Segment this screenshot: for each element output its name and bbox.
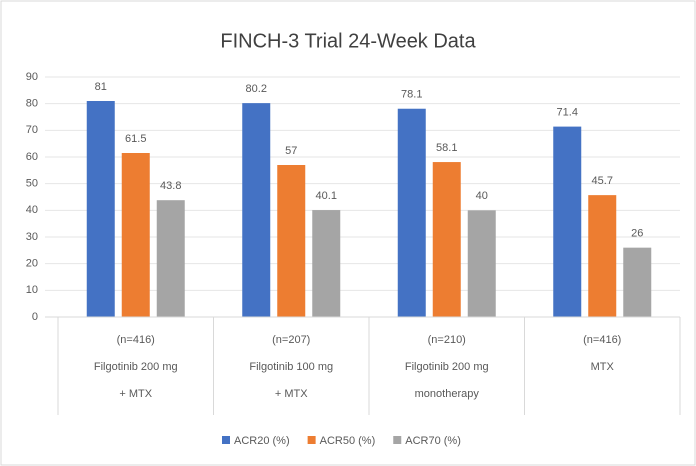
x-tick-label: (n=416) — [583, 334, 621, 346]
bar — [588, 195, 617, 317]
y-tick-label: 20 — [26, 258, 38, 270]
chart-title: FINCH-3 Trial 24-Week Data — [220, 30, 476, 52]
y-tick-label: 60 — [26, 151, 38, 163]
bar — [397, 108, 426, 317]
data-label: 58.1 — [436, 142, 457, 154]
legend-label: ACR70 (%) — [405, 435, 461, 447]
legend-swatch — [307, 436, 316, 444]
x-tick-label: (n=210) — [428, 334, 466, 346]
x-tick-label: + MTX — [119, 388, 152, 400]
bar — [312, 210, 341, 317]
y-tick-label: 90 — [26, 71, 38, 83]
x-tick-label: Filgotinib 200 mg — [94, 361, 178, 373]
y-tick-label: 70 — [26, 124, 38, 136]
x-tick-label: MTX — [591, 361, 615, 373]
y-tick-label: 30 — [26, 231, 38, 243]
x-tick-label: monotherapy — [415, 388, 480, 400]
bar — [553, 126, 582, 317]
data-label: 57 — [285, 145, 297, 157]
x-tick-label: (n=416) — [117, 334, 155, 346]
data-label: 40 — [476, 190, 488, 202]
y-tick-label: 80 — [26, 98, 38, 110]
data-label: 45.7 — [592, 175, 613, 187]
legend-label: ACR50 (%) — [320, 435, 376, 447]
y-tick-label: 50 — [26, 178, 38, 190]
data-label: 71.4 — [557, 107, 578, 119]
bar — [623, 247, 652, 317]
bar — [121, 153, 150, 317]
data-label: 78.1 — [401, 89, 422, 101]
y-tick-label: 40 — [26, 204, 38, 216]
data-label: 26 — [631, 228, 643, 240]
y-tick-label: 0 — [32, 311, 38, 323]
data-label: 80.2 — [246, 83, 267, 95]
bar — [467, 210, 496, 317]
bar — [277, 165, 306, 317]
y-tick-label: 10 — [26, 284, 38, 296]
x-tick-label: Filgotinib 100 mg — [249, 361, 333, 373]
data-label: 81 — [95, 81, 107, 93]
legend-swatch — [393, 436, 402, 444]
data-label: 61.5 — [125, 133, 146, 145]
bar — [86, 101, 115, 317]
data-label: 40.1 — [316, 190, 337, 202]
bar — [156, 200, 185, 317]
x-tick-label: (n=207) — [272, 334, 310, 346]
bar — [432, 162, 461, 317]
bar — [242, 103, 271, 317]
legend-swatch — [222, 436, 230, 444]
data-label: 43.8 — [160, 180, 181, 192]
legend-label: ACR20 (%) — [234, 435, 290, 447]
x-tick-label: + MTX — [275, 388, 308, 400]
x-tick-label: Filgotinib 200 mg — [405, 361, 489, 373]
